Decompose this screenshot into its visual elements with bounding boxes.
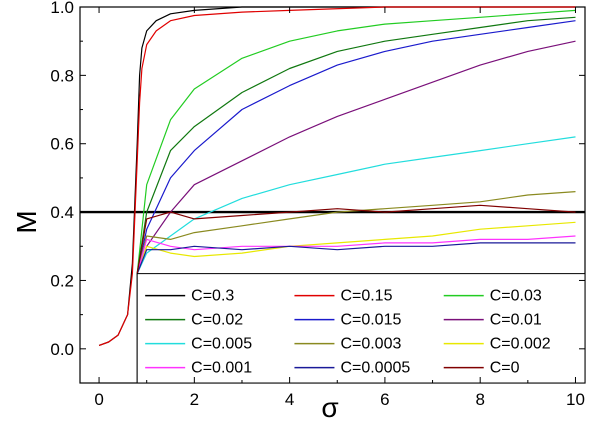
series-layer bbox=[98, 6, 576, 346]
series-line-c-0-015 bbox=[136, 20, 576, 274]
x-tick-label: 0 bbox=[94, 390, 103, 409]
series-line-c-0-002 bbox=[136, 221, 576, 274]
x-axis-title: σ bbox=[321, 392, 338, 423]
legend-box bbox=[136, 273, 586, 384]
series-line-c-0-03 bbox=[136, 9, 576, 274]
legend-label: C=0 bbox=[490, 360, 520, 377]
y-tick-label: 0.8 bbox=[50, 66, 74, 85]
legend-label: C=0.005 bbox=[191, 336, 252, 353]
legend-label: C=0.02 bbox=[191, 312, 243, 329]
legend-label: C=0.01 bbox=[490, 312, 542, 329]
series-line-c-0-15 bbox=[98, 6, 576, 346]
series-line-c-0-005 bbox=[136, 136, 576, 274]
legend-label: C=0.3 bbox=[191, 288, 234, 305]
legend-label: C=0.003 bbox=[340, 336, 401, 353]
x-tick-label: 4 bbox=[285, 390, 294, 409]
y-tick-label: 1.0 bbox=[50, 0, 74, 17]
series-line-c-0-003 bbox=[136, 191, 576, 274]
y-tick-label: 0.4 bbox=[50, 203, 74, 222]
legend-label: C=0.03 bbox=[490, 288, 542, 305]
series-line-c-0-02 bbox=[136, 16, 576, 274]
y-axis-title: M bbox=[11, 210, 42, 233]
axes: 0 2 4 6 8 10 0.0 0.2 0.4 0.6 0.8 1.0 bbox=[50, 0, 585, 409]
legend-label: C=0.015 bbox=[340, 312, 401, 329]
legend-label: C=0.0005 bbox=[340, 360, 410, 377]
series-line-c-0 bbox=[136, 204, 576, 274]
y-tick-label: 0.2 bbox=[50, 271, 74, 290]
series-line-c-0-0005 bbox=[136, 242, 576, 274]
legend-label: C=0.002 bbox=[490, 336, 551, 353]
series-line-c-0-001 bbox=[136, 235, 576, 274]
y-tick-label: 0.6 bbox=[50, 135, 74, 154]
y-tick-label: 0.0 bbox=[50, 340, 74, 359]
x-tick-label: 8 bbox=[475, 390, 484, 409]
legend-label: C=0.15 bbox=[340, 288, 392, 305]
legend-label: C=0.001 bbox=[191, 360, 252, 377]
x-tick-label: 2 bbox=[190, 390, 199, 409]
series-line-c-0-01 bbox=[136, 40, 576, 274]
legend: C=0.3 C=0.15 C=0.03 C=0.02 C=0.015 C=0.01 C=0.… bbox=[136, 273, 586, 384]
x-tick-label: 6 bbox=[380, 390, 389, 409]
x-tick-label: 10 bbox=[566, 390, 585, 409]
